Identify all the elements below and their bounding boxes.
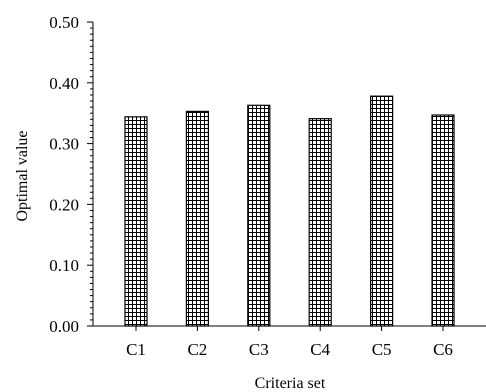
bar-c1 — [124, 116, 148, 327]
y-tick-label: 0.50 — [49, 13, 79, 32]
x-tick-label-c4: C4 — [310, 340, 330, 359]
y-tick-label: 0.40 — [49, 74, 79, 93]
y-tick-label: 0.30 — [49, 135, 79, 154]
x-tick-label-c1: C1 — [126, 340, 146, 359]
bar-c5 — [370, 95, 394, 327]
y-axis-title: Optimal value — [14, 130, 31, 221]
x-tick-label-c5: C5 — [372, 340, 392, 359]
x-tick-label-c6: C6 — [433, 340, 453, 359]
y-tick-label: 0.20 — [49, 195, 79, 214]
x-tick-label-c2: C2 — [187, 340, 207, 359]
x-tick-label-c3: C3 — [249, 340, 269, 359]
y-tick-label: 0.00 — [49, 317, 79, 336]
y-tick-label: 0.10 — [49, 256, 79, 275]
y-ticks: 0.00 0.10 0.20 0.30 0.40 0.50 — [49, 13, 93, 336]
x-axis-title: Criteria set — [255, 375, 326, 392]
bar-c4 — [308, 118, 332, 327]
bar-c3 — [247, 104, 271, 327]
bars-group — [124, 95, 455, 327]
x-ticks: C1 C2 C3 C4 C5 C6 — [126, 326, 453, 359]
bar-c6 — [431, 114, 455, 327]
bar-c2 — [185, 110, 209, 327]
